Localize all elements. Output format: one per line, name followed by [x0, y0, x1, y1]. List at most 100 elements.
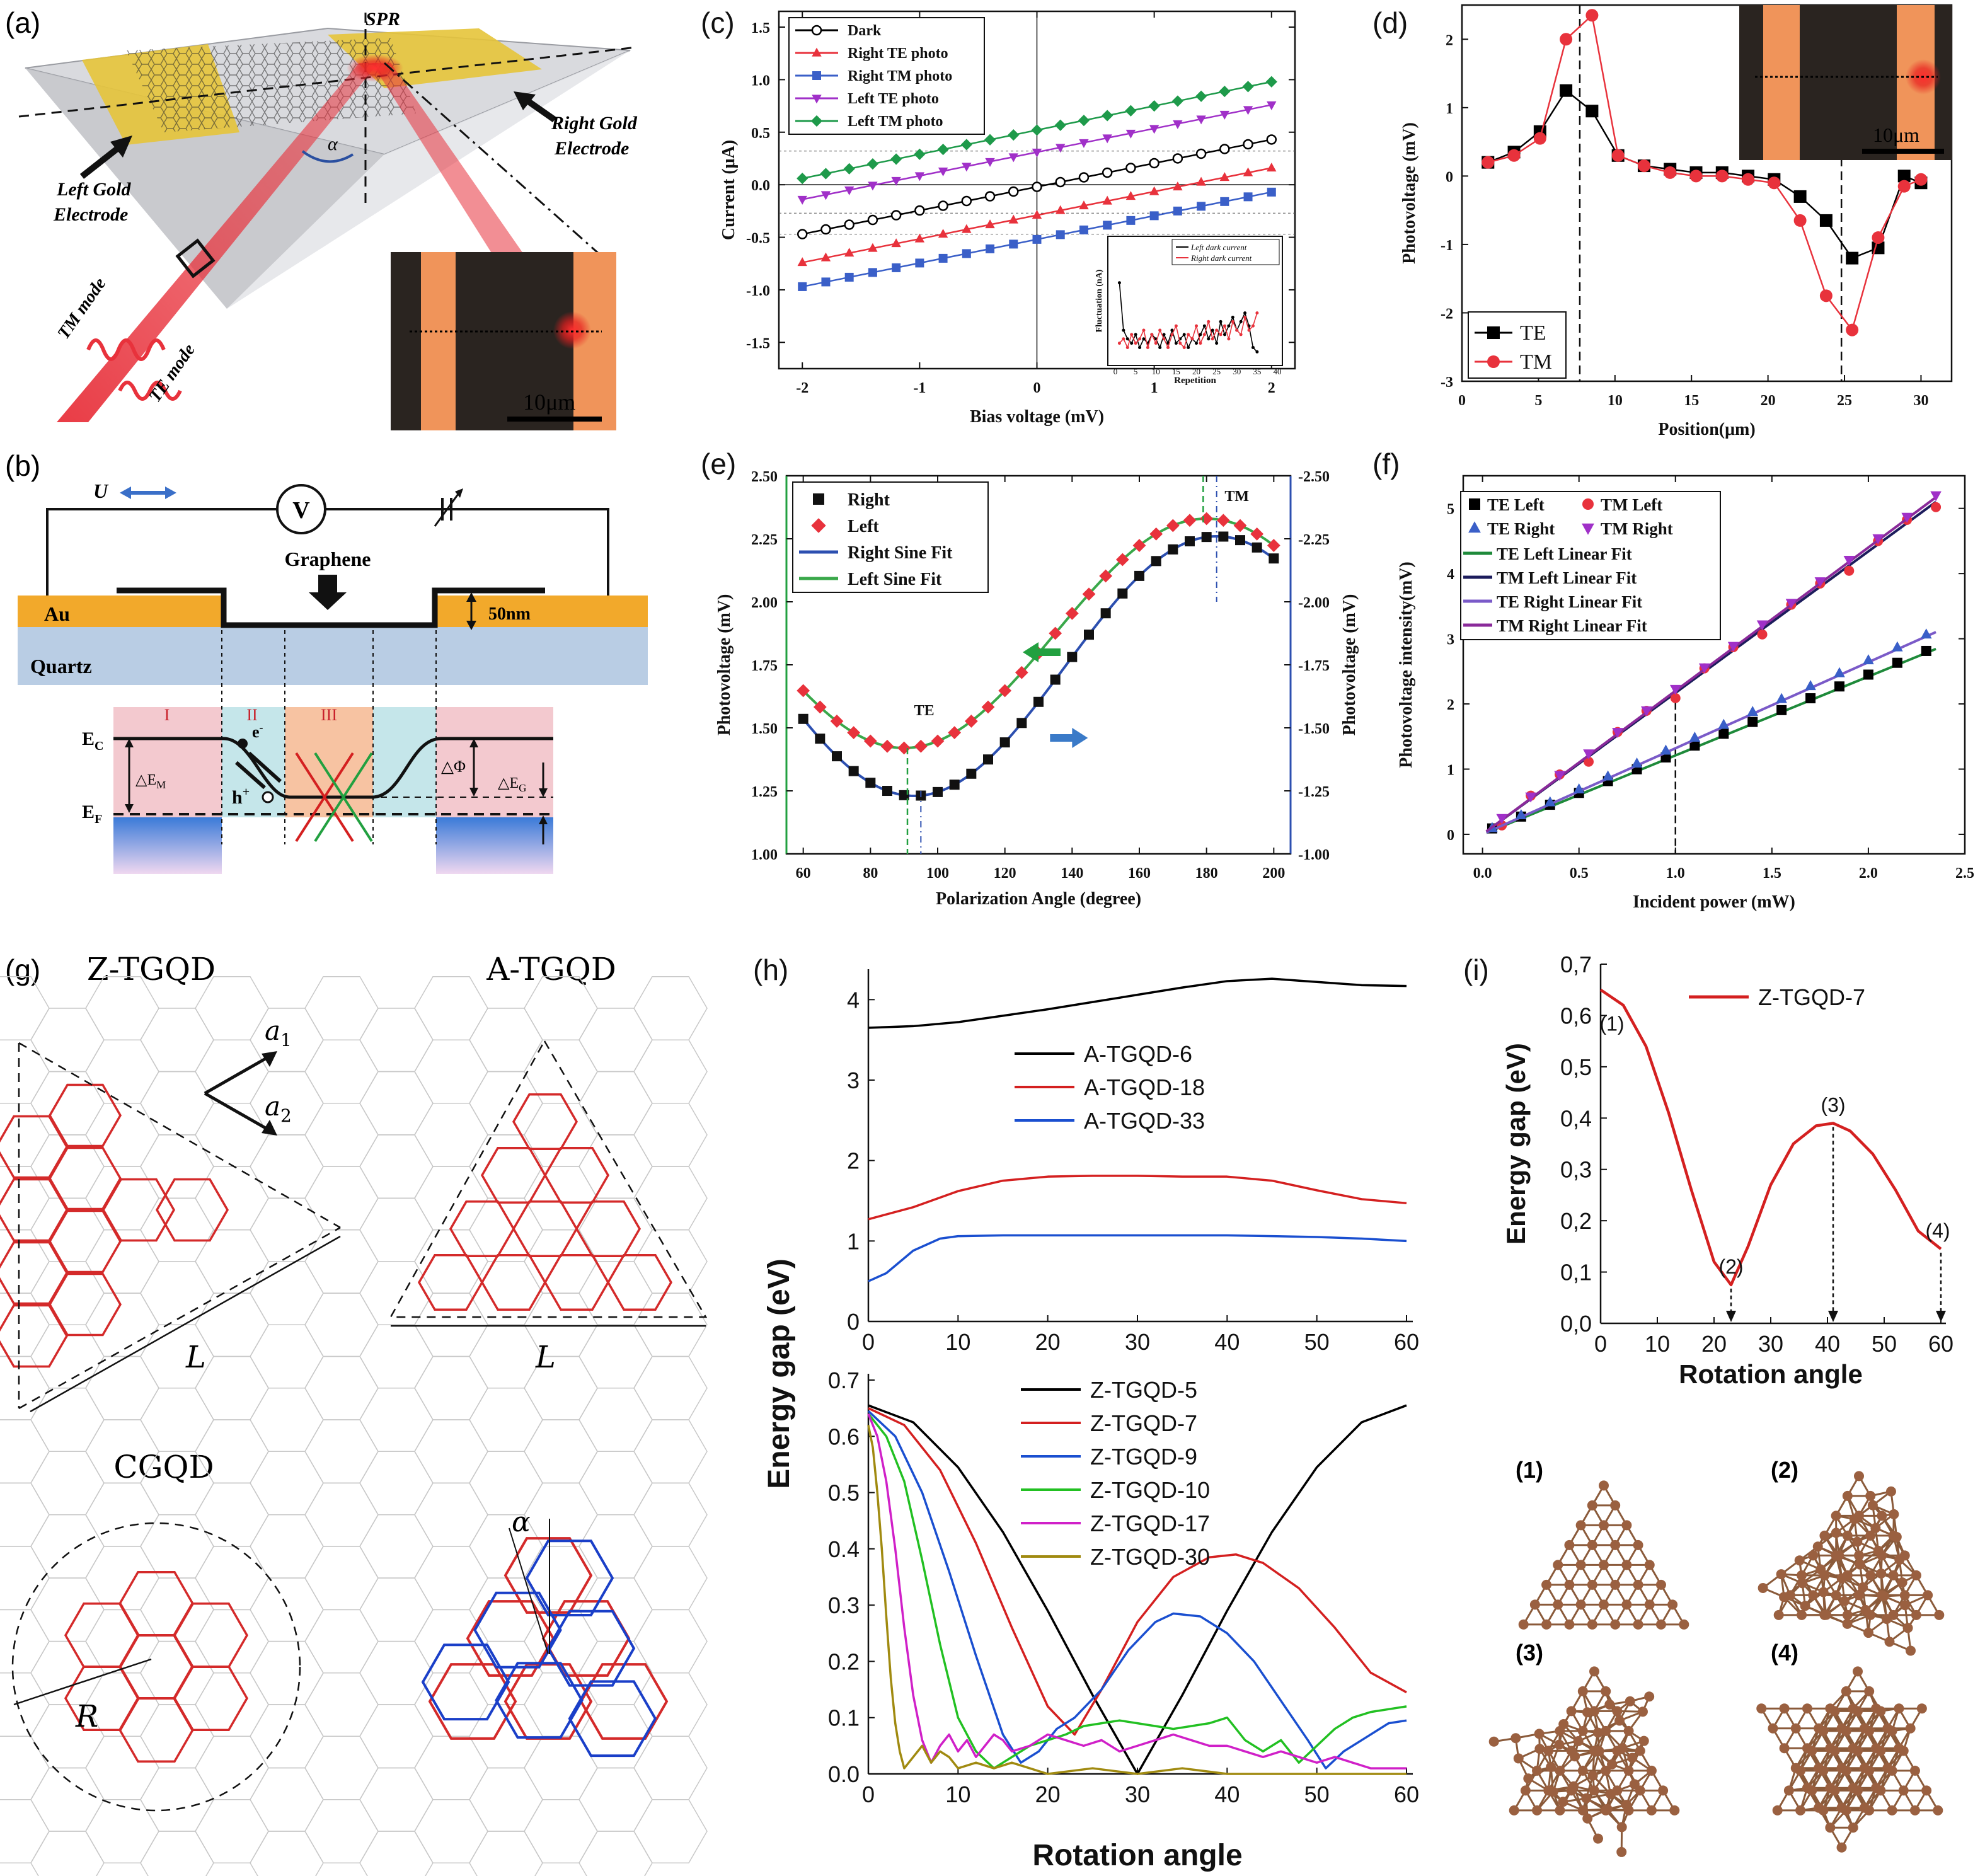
atom [1897, 1577, 1907, 1588]
atom [1575, 1520, 1586, 1531]
x-tick-label: 2 [1268, 380, 1275, 396]
data-point [890, 210, 902, 221]
dashed-axis-horizontal [18, 46, 637, 118]
flake-hex [101, 1178, 176, 1242]
data-point [1008, 153, 1018, 163]
x-tick-label: 30 [1125, 1329, 1150, 1355]
series-line [867, 1413, 1407, 1770]
data-point [821, 277, 831, 287]
inset-point [1243, 316, 1247, 319]
inset-point [1162, 333, 1166, 337]
flake-hex [449, 1200, 515, 1258]
y-tick-label: -1.0 [746, 283, 770, 299]
data-point [985, 158, 995, 167]
inset-x-tick-label: 25 [1212, 367, 1221, 376]
data-point [1149, 158, 1159, 169]
panel-f-letter: (f) [1372, 447, 1400, 480]
data-point [1583, 749, 1594, 760]
x-tick-label: 40 [1214, 1329, 1240, 1355]
data-point [1050, 674, 1061, 685]
x-tick-label: 5 [1534, 393, 1542, 409]
label-ec: EC [82, 728, 103, 753]
data-point [1168, 544, 1178, 555]
data-point [1008, 214, 1018, 224]
lattice-hex [250, 1831, 324, 1876]
data-point [1507, 149, 1521, 162]
right-electrode-arrowhead [514, 91, 536, 110]
y-tick-label: 2.00 [751, 595, 778, 611]
data-point [1219, 110, 1230, 120]
inset-point [1207, 337, 1211, 341]
x-tick-label: 0.5 [1570, 865, 1589, 882]
data-point [813, 700, 827, 714]
data-point [1243, 167, 1253, 176]
atom [1625, 1696, 1635, 1706]
legend-marker [811, 518, 826, 533]
legend-marker [812, 71, 821, 80]
atom [1612, 1706, 1623, 1717]
inset-point [1227, 324, 1231, 328]
lattice-hex [304, 1102, 379, 1167]
lattice-hex [524, 1229, 598, 1294]
data-point [1197, 202, 1206, 211]
atom [1815, 1564, 1826, 1575]
data-point [998, 684, 1012, 698]
data-point [1149, 211, 1159, 221]
legend-text: Z-TGQD-17 [1090, 1511, 1210, 1536]
data-point [948, 726, 962, 740]
x-tick-label: 1 [1151, 380, 1158, 396]
inset-point [1134, 333, 1137, 337]
lattice-hex [195, 1102, 269, 1167]
inset-point [1255, 350, 1259, 354]
label-ef: EF [82, 802, 102, 826]
lattice-hex [0, 1482, 50, 1547]
lattice-hex [524, 1672, 598, 1737]
label-hole: h+ [232, 785, 250, 808]
lattice-hex [633, 1355, 708, 1420]
atom [1842, 1530, 1853, 1541]
atom [1894, 1703, 1904, 1714]
data-point [1056, 205, 1066, 214]
atom [1812, 1541, 1823, 1552]
y-tick-label: 1.5 [751, 20, 770, 37]
data-point [1897, 180, 1911, 193]
atom [1646, 1805, 1657, 1816]
lattice-hex [85, 1735, 159, 1800]
y-tick-label: 3 [847, 1067, 860, 1093]
y-tick-label: -2 [1441, 306, 1453, 322]
atom [1594, 1746, 1604, 1756]
lattice-hex [359, 1704, 434, 1769]
data-point [1819, 214, 1833, 227]
atom [1821, 1609, 1832, 1620]
conduction-band-edge [113, 737, 553, 799]
triangle-dash-z-3 [18, 1226, 341, 1410]
y-tick-label: 1.50 [751, 721, 778, 737]
data-point [843, 163, 855, 175]
series-line [867, 1413, 1407, 1770]
lattice-hex [0, 1039, 50, 1104]
data-point [820, 252, 831, 262]
data-point [863, 734, 877, 748]
panel-g-letter: (g) [5, 953, 40, 986]
data-point [1125, 105, 1137, 117]
atom [1829, 1785, 1840, 1796]
legend-text: A-TGQD-6 [1084, 1041, 1192, 1067]
atom [1577, 1686, 1588, 1696]
hex-grid [0, 976, 708, 1876]
inset-point [1251, 345, 1255, 349]
y-tick-label: 0,6 [1560, 1003, 1592, 1028]
series-line [868, 1407, 1407, 1736]
data-point [1660, 744, 1672, 755]
atom [1523, 1773, 1534, 1784]
lattice-hex [85, 1166, 159, 1231]
y-tick-label: 0,1 [1560, 1260, 1592, 1286]
data-point [868, 243, 878, 252]
atom [1633, 1619, 1643, 1630]
legend-text: TE Left Linear Fit [1497, 544, 1632, 563]
atom [1853, 1746, 1863, 1756]
inset-point [1219, 333, 1223, 337]
lattice-hex [469, 1451, 543, 1516]
atom [1831, 1528, 1841, 1538]
y-tick-label: 0 [1447, 827, 1454, 844]
data-point [820, 168, 832, 180]
